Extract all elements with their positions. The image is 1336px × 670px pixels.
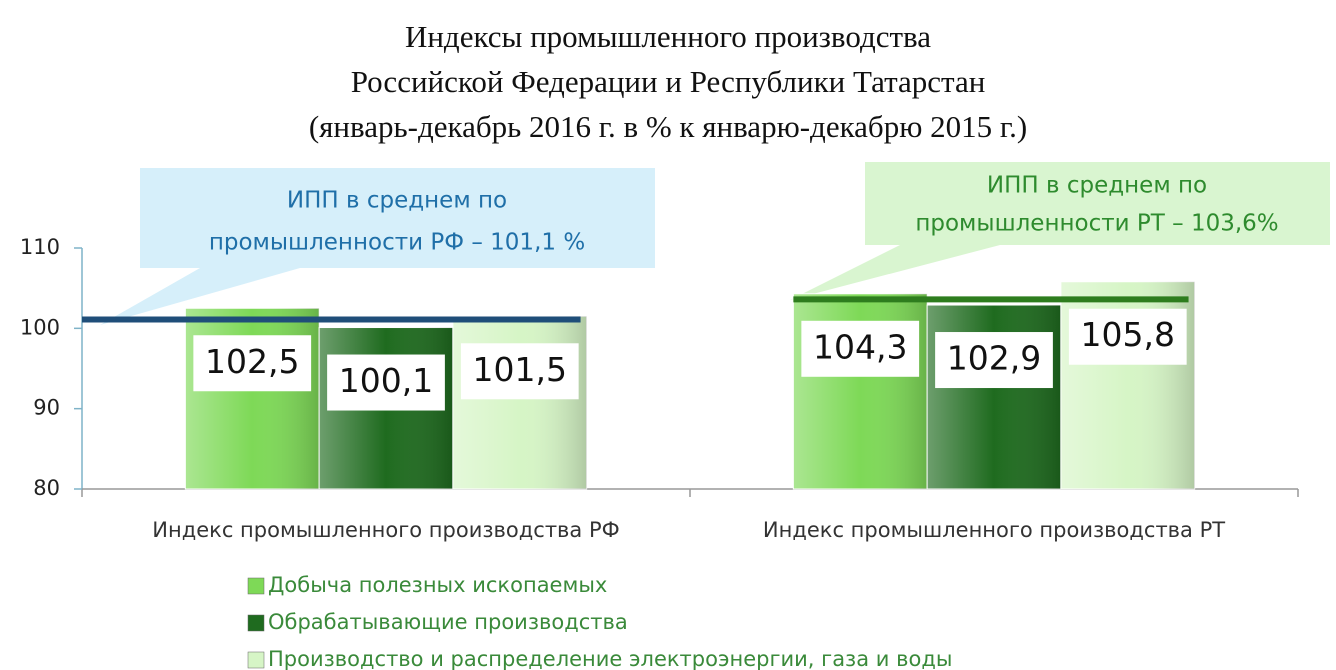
legend-label: Обрабатывающие производства	[268, 610, 628, 634]
legend-swatch	[247, 651, 265, 669]
value-label: 100,1	[339, 361, 433, 400]
callout-box	[140, 168, 655, 268]
callout-pointer	[790, 245, 1000, 300]
value-label: 104,3	[813, 327, 907, 366]
bar-shade	[452, 316, 587, 489]
x-tick-label: Индекс промышленного производства РФ	[152, 518, 619, 542]
annotation: ИПП в среднем по	[287, 188, 507, 214]
chart-title: Индексы промышленного производства	[405, 19, 931, 54]
chart-title: (январь-декабрь 2016 г. в % к январю-дек…	[309, 109, 1027, 144]
callout-pointer	[100, 268, 300, 325]
legend-swatch	[247, 614, 265, 632]
value-label: 102,9	[947, 339, 1041, 378]
value-label: 102,5	[205, 342, 299, 381]
annotation: промышленности РТ – 103,6%	[915, 211, 1278, 237]
value-label-box	[1068, 308, 1187, 365]
y-tick-label: 90	[33, 396, 60, 420]
chart-title: Российской Федерации и Республики Татарс…	[351, 64, 986, 99]
y-tick-label: 110	[20, 235, 60, 259]
y-tick-label: 100	[20, 315, 60, 339]
value-label: 105,8	[1081, 315, 1175, 354]
y-tick-label: 80	[33, 476, 60, 500]
value-label-box	[460, 343, 579, 400]
callout-box	[865, 162, 1330, 245]
value-label-box	[935, 332, 1053, 389]
annotation: ИПП в среднем по	[987, 173, 1207, 199]
legend-label: Производство и распределение электроэнер…	[268, 647, 952, 670]
legend-label: Добыча полезных ископаемых	[268, 573, 607, 597]
value-label-box	[327, 354, 445, 411]
value-label-box	[193, 335, 312, 392]
legend-swatch	[247, 577, 265, 595]
value-label: 101,5	[473, 350, 567, 389]
value-label-box	[801, 320, 920, 377]
annotation: промышленности РФ – 101,1 %	[209, 230, 585, 256]
x-tick-label: Индекс промышленного производства РТ	[763, 518, 1225, 542]
